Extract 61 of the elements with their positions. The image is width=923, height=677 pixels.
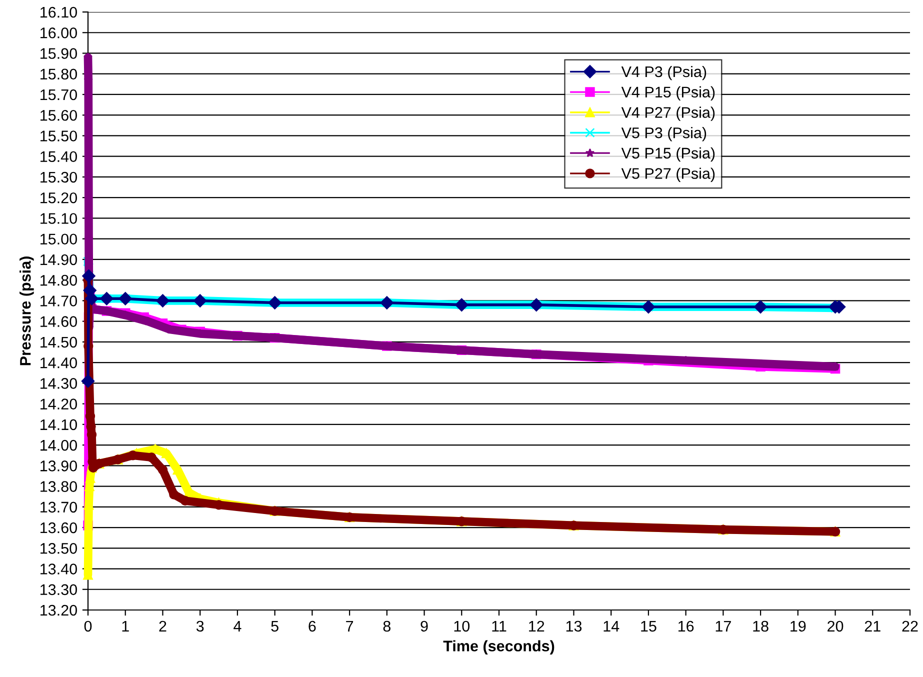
y-tick-label: 14.00 — [40, 440, 77, 451]
x-axis-title: Time (seconds) — [443, 640, 554, 654]
legend-label: V5 P15 (Psia) — [621, 147, 715, 162]
x-tick-label: 2 — [159, 620, 166, 632]
y-tick-label: 16.00 — [40, 27, 77, 38]
y-tick-label: 13.60 — [40, 522, 77, 534]
x-tick-label: 10 — [454, 620, 470, 632]
x-tick-label: 9 — [420, 620, 428, 632]
y-tick-label: 14.80 — [40, 274, 77, 286]
x-tick-label: 22 — [902, 620, 918, 632]
x-tick-label: 5 — [271, 620, 278, 632]
y-tick-label: 14.40 — [40, 357, 77, 368]
x-tick-label: 21 — [864, 620, 880, 632]
legend-label: V5 P3 (Psia) — [621, 127, 706, 142]
x-tick-label: 14 — [604, 620, 620, 632]
y-tick-label: 15.60 — [40, 110, 77, 121]
y-tick-label: 14.10 — [40, 419, 77, 430]
y-axis-title: Pressure (psia) — [20, 256, 34, 366]
y-tick-label: 15.50 — [40, 130, 77, 142]
legend-label: V4 P15 (Psia) — [621, 86, 715, 101]
y-tick-label: 14.20 — [40, 398, 77, 410]
x-tick-label: 16 — [678, 620, 694, 632]
y-tick-label: 15.10 — [40, 213, 77, 224]
y-tick-label: 13.70 — [40, 502, 77, 513]
y-tick-label: 13.90 — [40, 460, 77, 472]
x-tick-label: 4 — [234, 620, 242, 632]
y-tick-label: 15.40 — [40, 151, 77, 162]
y-tick-label: 13.20 — [40, 604, 77, 616]
x-tick-label: 6 — [308, 620, 316, 632]
x-tick-label: 8 — [383, 620, 390, 632]
x-tick-label: 3 — [196, 620, 204, 632]
x-tick-label: 12 — [529, 620, 544, 632]
y-tick-label: 15.80 — [40, 68, 77, 80]
x-tick-label: 13 — [566, 620, 582, 632]
y-tick-label: 13.30 — [40, 584, 77, 596]
y-tick-label: 13.80 — [40, 481, 77, 492]
y-tick-label: 14.60 — [40, 316, 77, 327]
legend-label: V5 P27 (Psia) — [621, 168, 715, 182]
y-tick-label: 13.40 — [40, 564, 77, 574]
x-tick-label: 19 — [790, 620, 806, 632]
y-tick-label: 15.90 — [40, 48, 77, 59]
y-tick-label: 16.10 — [40, 6, 77, 18]
legend-label: V4 P3 (Psia) — [621, 66, 706, 80]
legend-label: V4 P27 (Psia) — [621, 106, 715, 121]
y-tick-label: 14.70 — [40, 296, 77, 306]
x-tick-label: 15 — [641, 620, 656, 632]
x-tick-label: 20 — [828, 620, 844, 632]
y-tick-label: 15.00 — [40, 234, 77, 245]
x-tick-label: 7 — [346, 620, 354, 632]
y-tick-label: 14.30 — [40, 378, 77, 389]
x-tick-label: 11 — [492, 620, 506, 632]
y-tick-label: 15.30 — [40, 172, 77, 183]
y-tick-label: 15.20 — [40, 192, 77, 204]
x-tick-label: 17 — [716, 620, 731, 632]
x-tick-label: 0 — [84, 620, 92, 632]
y-tick-label: 13.50 — [40, 543, 77, 554]
y-tick-label: 14.90 — [40, 254, 77, 266]
y-tick-label: 14.50 — [40, 336, 77, 348]
y-tick-label: 15.70 — [40, 89, 77, 100]
x-tick-label: 18 — [753, 620, 768, 632]
x-tick-label: 1 — [122, 620, 129, 632]
